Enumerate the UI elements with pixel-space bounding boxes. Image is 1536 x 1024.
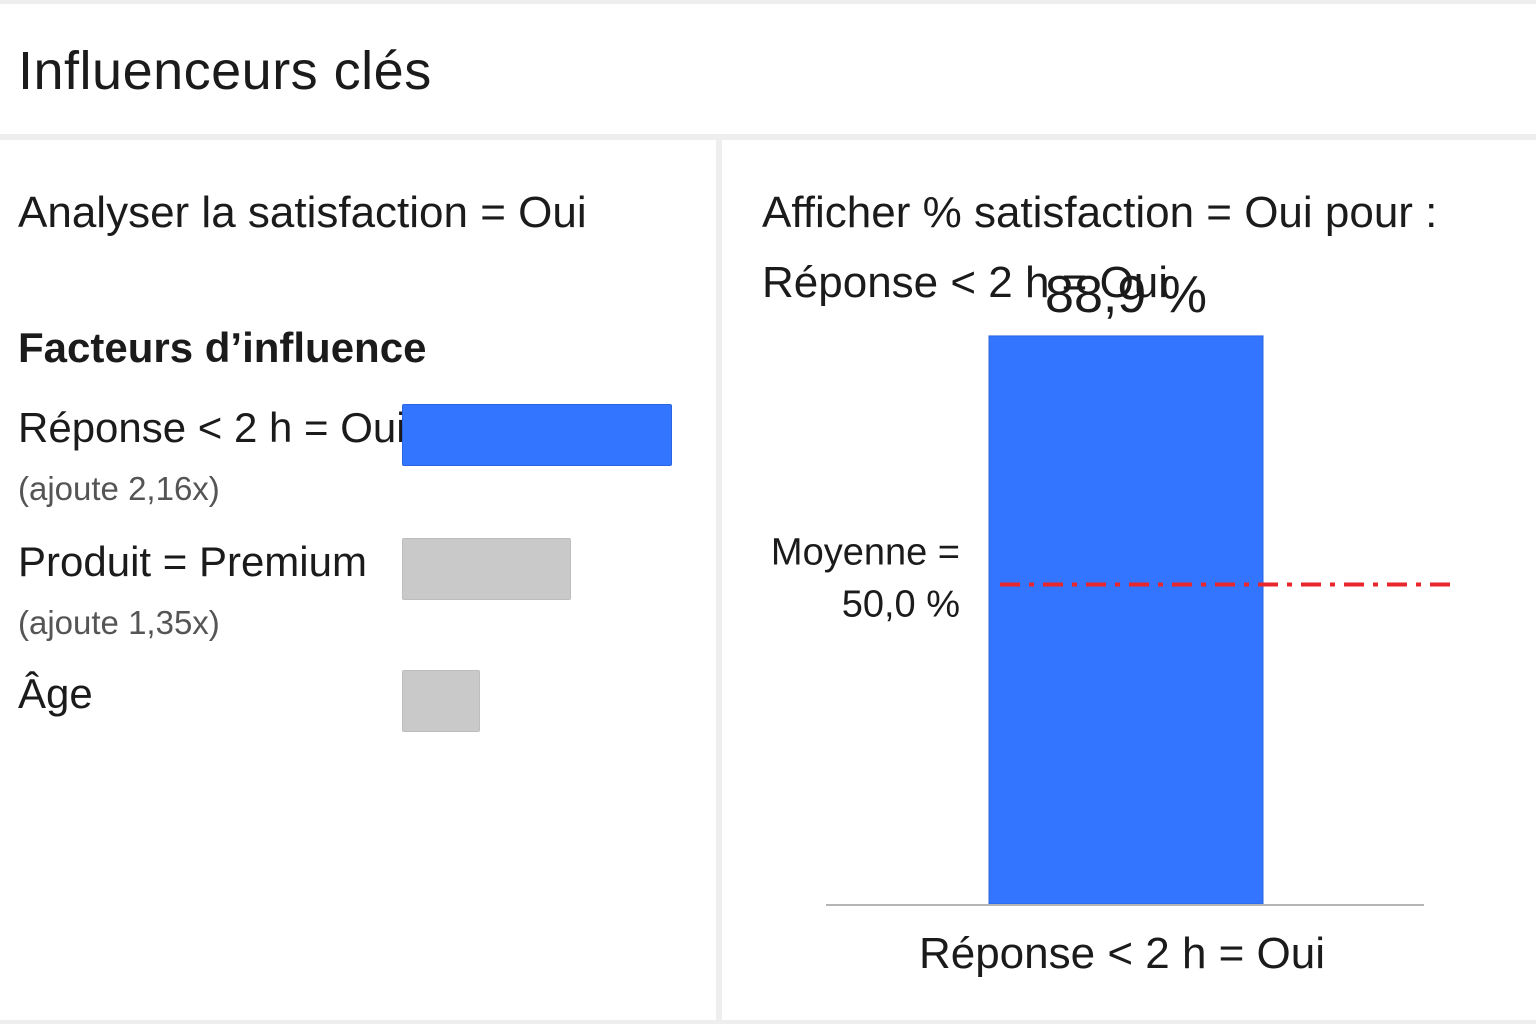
- factor-label: Réponse < 2 h = Oui: [18, 404, 406, 451]
- reference-label-line1: Moyenne =: [771, 532, 960, 574]
- detail-subheading: Réponse < 2 h = Oui: [762, 258, 1169, 307]
- detail-bar-chart: 88,9 % Moyenne = 50,0 % Réponse < 2 h = Oui: [722, 140, 1536, 1020]
- factor-sub-label: (ajoute 2,16x): [18, 470, 220, 507]
- left-panel: Analyser la satisfaction = Oui Facteurs …: [0, 140, 716, 1020]
- key-influencers-visual: Influenceurs clés Analyser la satisfacti…: [0, 4, 1536, 1020]
- visual-title: Influenceurs clés: [18, 41, 432, 101]
- factor-row-product[interactable]: Produit = Premium (ajoute 1,35x): [0, 538, 716, 648]
- visual-header: Influenceurs clés: [0, 4, 1536, 134]
- detail-heading: Afficher % satisfaction = Oui pour :: [762, 188, 1438, 237]
- reference-label-line2: 50,0 %: [842, 584, 960, 626]
- factor-sub-label: (ajoute 1,35x): [18, 604, 220, 641]
- factor-row-response-time[interactable]: Réponse < 2 h = Oui (ajoute 2,16x): [0, 404, 716, 514]
- factor-bar[interactable]: [402, 404, 672, 466]
- chart-bar[interactable]: [988, 335, 1264, 905]
- factor-label: Âge: [18, 670, 93, 717]
- chart-category-label: Réponse < 2 h = Oui: [919, 929, 1325, 978]
- factor-bar[interactable]: [402, 670, 480, 732]
- analyze-field-selector[interactable]: Analyser la satisfaction = Oui: [18, 188, 587, 237]
- right-panel: Afficher % satisfaction = Oui pour : Rép…: [722, 140, 1536, 1020]
- factor-bar[interactable]: [402, 538, 571, 600]
- factor-label: Produit = Premium: [18, 538, 367, 585]
- chart-svg: 88,9 % Moyenne = 50,0 % Réponse < 2 h = Oui: [771, 266, 1452, 978]
- factors-heading: Facteurs d’influence: [18, 324, 427, 371]
- factor-row-age[interactable]: Âge: [0, 670, 716, 780]
- chart-value-label: 88,9 %: [1045, 266, 1207, 324]
